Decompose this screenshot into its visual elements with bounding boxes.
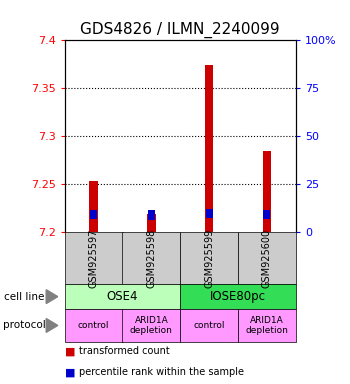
Text: GSM925597: GSM925597 bbox=[89, 228, 99, 288]
Title: GDS4826 / ILMN_2240099: GDS4826 / ILMN_2240099 bbox=[80, 22, 280, 38]
Bar bbox=[262, 151, 271, 232]
Bar bbox=[148, 210, 155, 220]
Text: ARID1A
depletion: ARID1A depletion bbox=[130, 316, 173, 335]
Bar bbox=[89, 182, 98, 232]
Text: IOSE80pc: IOSE80pc bbox=[210, 290, 266, 303]
Bar bbox=[90, 210, 97, 219]
Text: cell line: cell line bbox=[4, 291, 44, 302]
Text: OSE4: OSE4 bbox=[107, 290, 138, 303]
Polygon shape bbox=[46, 290, 58, 303]
Text: GSM925598: GSM925598 bbox=[146, 228, 156, 288]
Bar bbox=[206, 209, 212, 218]
Bar bbox=[147, 214, 156, 232]
Text: protocol: protocol bbox=[4, 320, 46, 331]
Text: control: control bbox=[78, 321, 109, 330]
Text: percentile rank within the sample: percentile rank within the sample bbox=[79, 367, 244, 377]
Polygon shape bbox=[46, 319, 58, 332]
Text: ARID1A
depletion: ARID1A depletion bbox=[245, 316, 288, 335]
Text: GSM925600: GSM925600 bbox=[262, 229, 272, 288]
Text: GSM925599: GSM925599 bbox=[204, 228, 214, 288]
Bar bbox=[264, 210, 270, 219]
Bar bbox=[205, 65, 214, 232]
Text: transformed count: transformed count bbox=[79, 346, 169, 356]
Text: control: control bbox=[193, 321, 225, 330]
Text: ■: ■ bbox=[65, 367, 75, 377]
Text: ■: ■ bbox=[65, 346, 75, 356]
